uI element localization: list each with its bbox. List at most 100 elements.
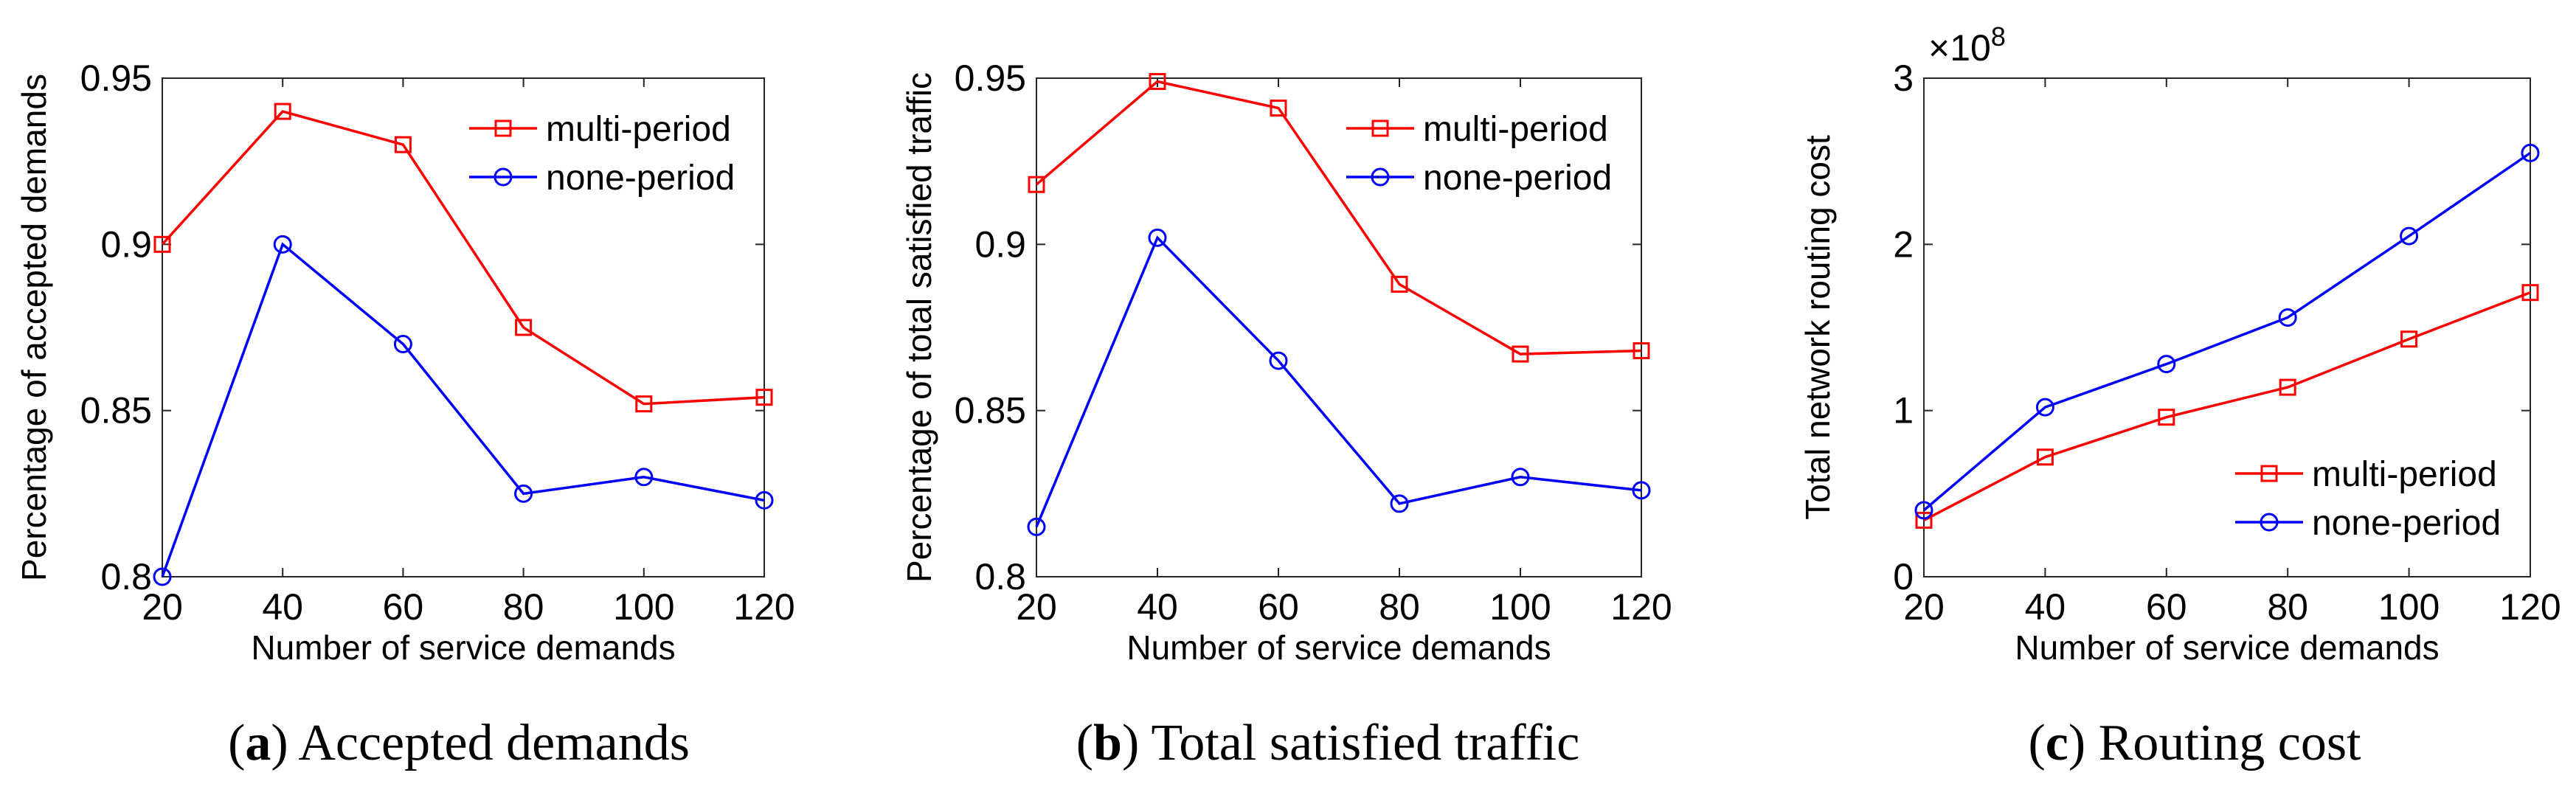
data-point-multi-period: [2158, 409, 2175, 426]
x-tick-label: 100: [1489, 586, 1551, 628]
data-point-none-period: [2521, 143, 2540, 162]
legend-marker-multi-period: [494, 119, 512, 137]
data-point-none-period: [1148, 228, 1167, 247]
y-exponent-label: ×108: [1928, 21, 2006, 69]
data-point-multi-period: [1270, 100, 1287, 117]
x-tick-label: 100: [613, 586, 674, 628]
data-point-multi-period: [1512, 345, 1529, 363]
data-point-multi-period: [2036, 448, 2054, 466]
x-tick-label: 120: [733, 586, 794, 628]
data-point-none-period: [1914, 501, 1933, 520]
y-tick-label: 0: [1893, 556, 1914, 597]
x-tick-label: 80: [1379, 586, 1420, 628]
y-axis-label: Percentage of accepted demands: [15, 74, 53, 581]
data-point-multi-period: [1028, 176, 1045, 193]
data-point-none-period: [514, 484, 533, 503]
data-point-none-period: [2157, 355, 2176, 374]
plot-frame: [1923, 77, 2531, 577]
x-tick-label: 20: [1903, 586, 1945, 628]
x-tick-label: 60: [383, 586, 424, 628]
legend-label-none-period: none-period: [1423, 159, 1612, 198]
data-point-multi-period: [153, 235, 171, 253]
y-exponent-power: 8: [1991, 21, 2006, 52]
x-tick-label: 100: [2378, 586, 2440, 628]
y-tick-label: 0.9: [974, 223, 1026, 265]
data-point-multi-period: [2279, 378, 2296, 396]
x-tick-label: 80: [503, 586, 544, 628]
caption-letter: b: [1093, 715, 1122, 771]
series-line-multi-period: [1923, 291, 2531, 521]
y-tick-label: 0.85: [955, 390, 1026, 431]
data-point-none-period: [273, 235, 292, 254]
series-line-none-period: [1922, 151, 2531, 512]
legend-label-none-period: none-period: [2312, 504, 2501, 543]
panel-caption: (b) Total satisfied traffic: [1076, 715, 1580, 771]
x-tick-label: 120: [1610, 586, 1672, 628]
data-point-multi-period: [2400, 330, 2418, 348]
data-point-none-period: [153, 567, 172, 586]
legend: multi-period none-period: [469, 110, 735, 198]
series-line-multi-period: [1035, 80, 1642, 355]
x-axis-label: Number of service demands: [251, 628, 675, 667]
legend-marker-none-period: [2260, 513, 2279, 532]
x-tick-label: 40: [2025, 586, 2066, 628]
data-point-none-period: [1027, 517, 1046, 536]
y-tick-label: 0.9: [100, 223, 152, 265]
data-point-multi-period: [274, 103, 291, 120]
legend: multi-period none-period: [1346, 110, 1612, 198]
series-line-multi-period: [161, 110, 765, 406]
legend-label-multi-period: multi-period: [1423, 110, 1608, 149]
y-tick-label: 1: [1893, 390, 1914, 431]
y-tick-label: 0.95: [80, 58, 152, 99]
chart-panel-b: 20 40 60 80 100 120 0.8 0.85 0.9 0.95 Number of se…: [900, 58, 1672, 771]
chart-panel-c: 20 40 60 80 100 120 0 1 2 3 ×108 Number of service …: [1798, 21, 2561, 771]
data-point-multi-period: [515, 319, 533, 336]
data-point-none-period: [393, 335, 412, 354]
data-point-none-period: [1511, 468, 1530, 487]
legend-marker-multi-period: [2260, 465, 2278, 482]
caption-text: Accepted demands: [298, 715, 690, 771]
panel-caption: (a) Accepted demands: [228, 715, 690, 771]
data-point-multi-period: [1391, 275, 1408, 293]
data-point-multi-period: [1915, 511, 1933, 529]
series-line-none-period: [1035, 235, 1642, 528]
y-axis-label: Percentage of total satisfied traffic: [900, 72, 938, 583]
data-point-none-period: [2278, 308, 2297, 327]
x-axis-label: Number of service demands: [2015, 628, 2439, 667]
y-tick-label: 3: [1893, 58, 1914, 99]
data-point-multi-period: [1149, 73, 1166, 91]
caption-text: Routing cost: [2099, 715, 2361, 771]
data-point-none-period: [1269, 351, 1288, 370]
caption-letter: a: [245, 715, 271, 771]
legend-label-multi-period: multi-period: [546, 110, 731, 149]
y-tick-label: 2: [1893, 223, 1914, 265]
data-point-multi-period: [2521, 284, 2539, 302]
x-axis-label: Number of service demands: [1126, 628, 1551, 667]
data-point-multi-period: [394, 136, 412, 153]
data-point-none-period: [1632, 481, 1651, 500]
plot-frame: [162, 77, 765, 577]
data-point-none-period: [2400, 226, 2419, 246]
legend-marker-none-period: [494, 167, 513, 187]
y-tick-label: 0.8: [974, 556, 1026, 597]
legend-label-none-period: none-period: [546, 159, 735, 198]
data-point-multi-period: [1632, 342, 1650, 360]
x-tick-label: 20: [142, 586, 183, 628]
x-tick-label: 20: [1016, 586, 1057, 628]
x-tick-label: 120: [2499, 586, 2561, 628]
x-tick-label: 80: [2267, 586, 2308, 628]
x-tick-label: 40: [1137, 586, 1178, 628]
data-point-multi-period: [635, 395, 653, 413]
y-exponent-base: ×10: [1928, 27, 1991, 69]
data-point-none-period: [1390, 494, 1409, 513]
legend-marker-none-period: [1371, 167, 1390, 187]
y-tick-label: 0.8: [100, 556, 152, 597]
legend-marker-multi-period: [1371, 119, 1389, 137]
y-tick-label: 0.85: [80, 390, 152, 431]
x-tick-label: 60: [1258, 586, 1299, 628]
data-point-none-period: [755, 490, 774, 510]
y-tick-label: 0.95: [955, 58, 1026, 99]
y-axis-label: Total network routing cost: [1798, 135, 1837, 520]
legend: multi-period none-period: [2235, 455, 2501, 543]
